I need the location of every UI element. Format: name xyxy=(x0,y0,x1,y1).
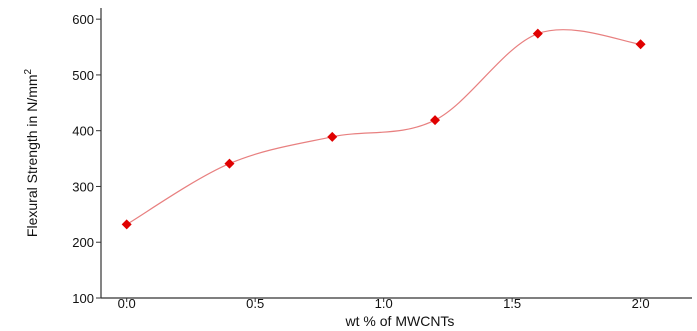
data-point xyxy=(327,131,338,142)
data-points xyxy=(121,28,646,230)
y-tick-label: 600 xyxy=(72,12,94,27)
y-tick-label: 100 xyxy=(72,291,94,306)
y-tick-label: 400 xyxy=(72,124,94,139)
y-tick-label: 300 xyxy=(72,179,94,194)
x-tick-label: 0.5 xyxy=(246,296,264,311)
data-point xyxy=(430,115,441,126)
data-point xyxy=(635,39,646,50)
series-curve xyxy=(126,29,641,225)
x-tick-label: 1.0 xyxy=(375,296,393,311)
y-axis-label-superscript: 2 xyxy=(23,68,34,74)
data-point xyxy=(121,219,132,230)
x-tick-label: 1.5 xyxy=(503,296,521,311)
x-tick-label: 0.0 xyxy=(118,296,136,311)
y-axis-label-text: Flexural Strength in N/mm xyxy=(24,74,40,237)
y-ticks: 100 200 300 400 500 600 xyxy=(72,12,101,306)
data-point xyxy=(532,28,543,39)
x-tick-label: 2.0 xyxy=(632,296,650,311)
y-tick-label: 200 xyxy=(72,235,94,250)
x-ticks: 0.0 0.5 1.0 1.5 2.0 xyxy=(118,296,650,311)
y-axis-label: Flexural Strength in N/mm2 xyxy=(23,68,40,237)
x-axis-label: wt % of MWCNTs xyxy=(345,313,455,329)
y-tick-label: 500 xyxy=(72,68,94,83)
data-point xyxy=(224,158,235,169)
